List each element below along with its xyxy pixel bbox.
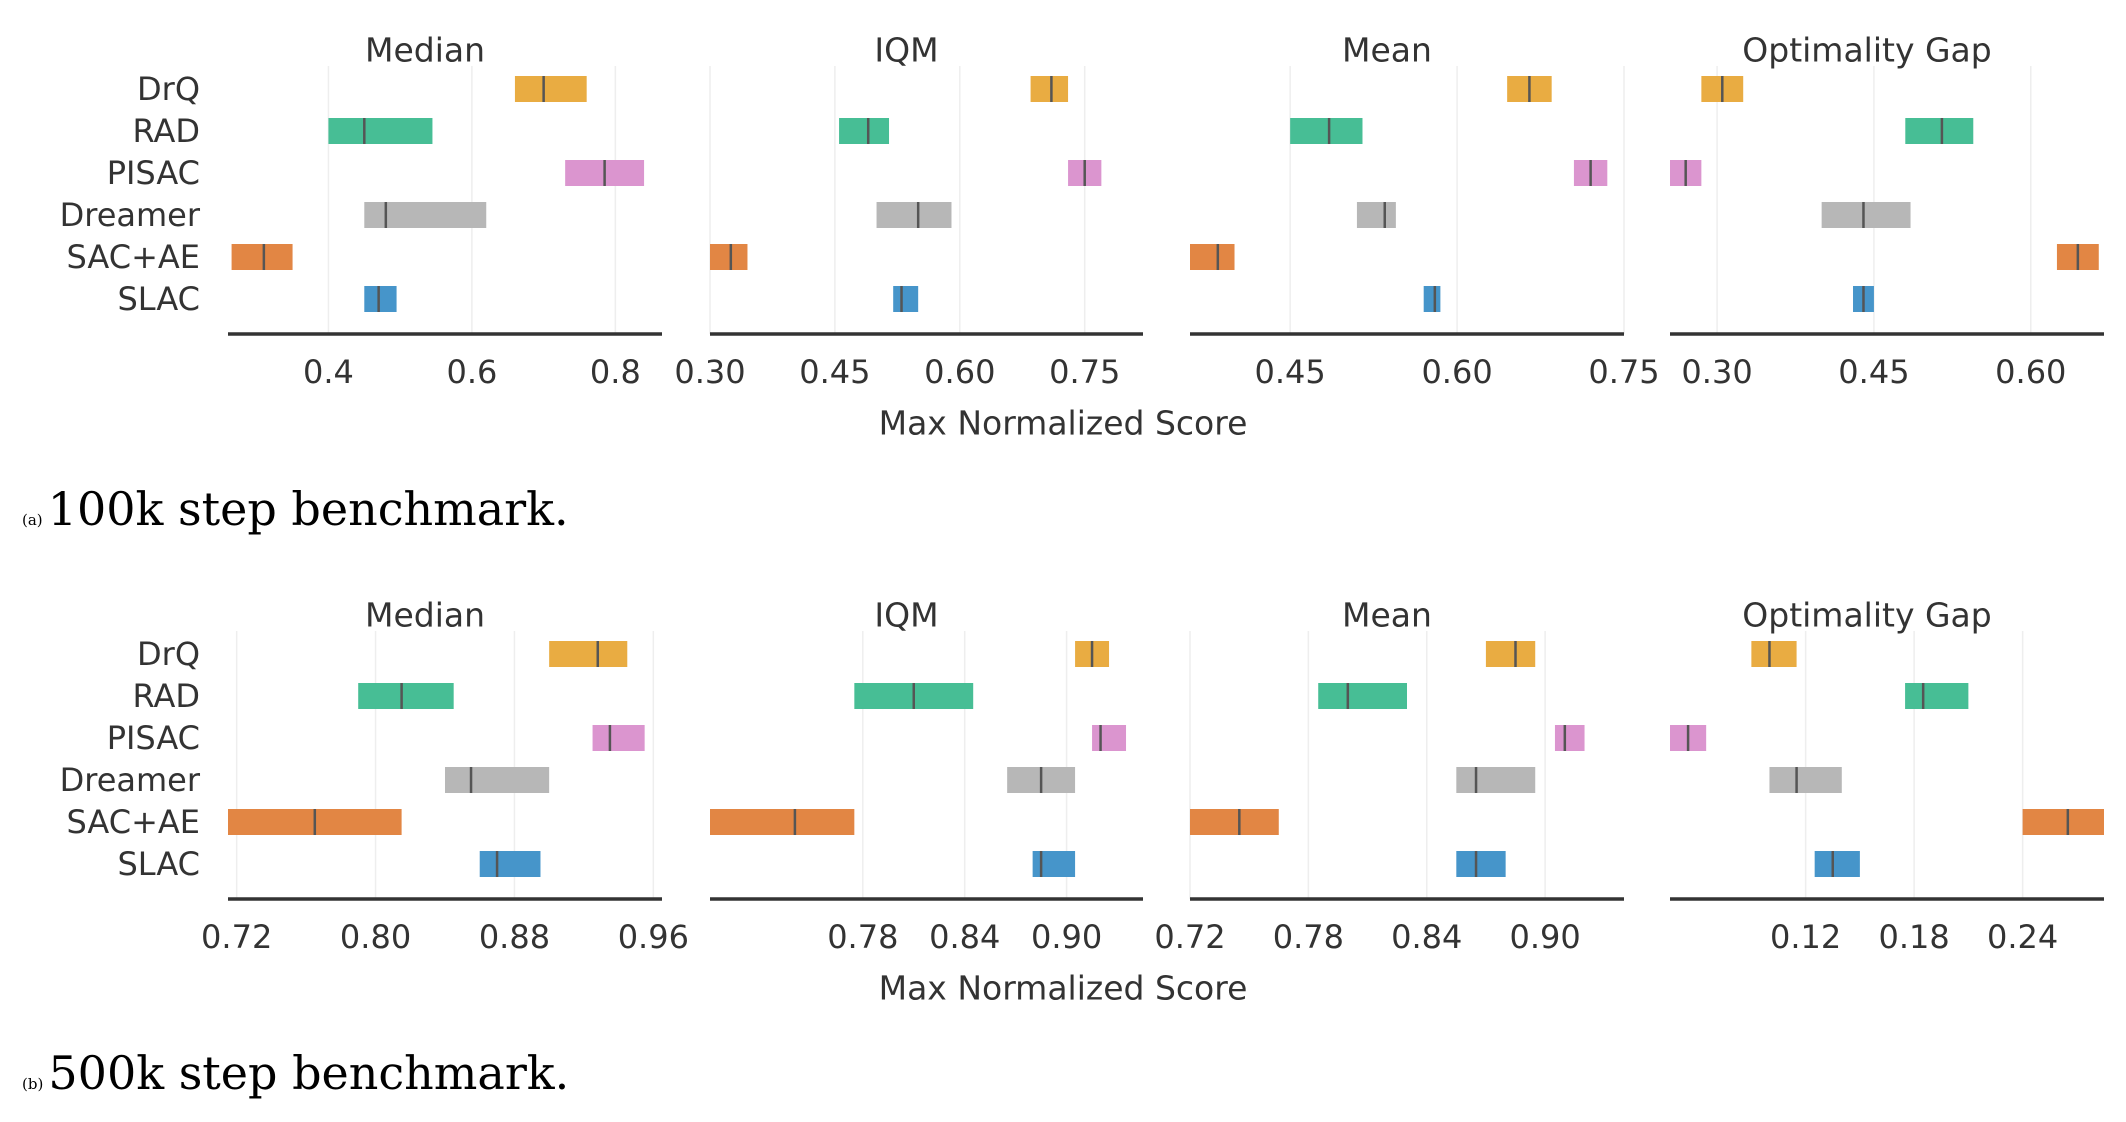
tick-label: 0.80 xyxy=(340,918,411,956)
interval-bar-drq xyxy=(1751,641,1797,667)
tick-label: 0.84 xyxy=(1391,918,1462,956)
tick-label: 0.45 xyxy=(1255,353,1326,391)
algorithm-label: SAC+AE xyxy=(67,803,201,841)
interval-bar-pisac xyxy=(592,725,645,751)
algorithm-label: DrQ xyxy=(137,70,200,108)
interval-bar-rad xyxy=(1318,683,1407,709)
tick-label: 0.78 xyxy=(827,918,898,956)
tick-label: 0.96 xyxy=(618,918,689,956)
interval-bar-slac xyxy=(1423,286,1441,312)
interval-bar-slac xyxy=(479,851,541,877)
algorithm-label: SAC+AE xyxy=(67,238,201,276)
subplot-title: Median xyxy=(365,31,485,70)
interval-bar-rad xyxy=(1905,683,1969,709)
tick-label: 0.60 xyxy=(1995,353,2066,391)
caption-100k: (a) 100k step benchmark. xyxy=(22,482,569,536)
caption-500k-tag: (b) xyxy=(22,1075,44,1093)
tick-label: 0.6 xyxy=(446,353,497,391)
interval-bar-sacae xyxy=(231,244,293,270)
interval-bar-rad xyxy=(328,118,433,144)
interval-bar-drq xyxy=(1485,641,1536,667)
algorithm-label: RAD xyxy=(133,112,200,150)
tick-label: 0.78 xyxy=(1273,918,1344,956)
tick-label: 0.90 xyxy=(1031,918,1102,956)
interval-bar-slac xyxy=(893,286,919,312)
subplot-title: Median xyxy=(365,596,485,635)
tick-label: 0.24 xyxy=(1987,918,2058,956)
caption-500k-text: 500k step benchmark. xyxy=(48,1046,570,1100)
algorithm-label: SLAC xyxy=(117,845,200,883)
caption-100k-text: 100k step benchmark. xyxy=(47,482,569,536)
tick-label: 0.30 xyxy=(674,353,745,391)
interval-bar-sacae xyxy=(1190,809,1279,835)
caption-100k-tag: (a) xyxy=(22,511,43,529)
interval-bar-rad xyxy=(1290,118,1363,144)
tick-label: 0.45 xyxy=(799,353,870,391)
algorithm-label: Dreamer xyxy=(60,761,201,799)
interval-bar-dreamer xyxy=(876,202,952,228)
interval-bar-rad xyxy=(358,683,454,709)
algorithm-label: SLAC xyxy=(117,280,200,318)
x-axis-label-500k: Max Normalized Score xyxy=(879,969,1248,1008)
interval-bar-slac xyxy=(1814,851,1860,877)
interval-bar-sacae xyxy=(1190,244,1235,270)
interval-bar-dreamer xyxy=(1456,767,1536,793)
interval-bar-sacae xyxy=(710,809,855,835)
tick-label: 0.72 xyxy=(201,918,272,956)
subplot-title: Optimality Gap xyxy=(1742,31,1991,70)
tick-label: 0.4 xyxy=(303,353,354,391)
interval-bar-dreamer xyxy=(364,202,487,228)
tick-label: 0.72 xyxy=(1154,918,1225,956)
tick-label: 0.8 xyxy=(590,353,641,391)
subplot-title: IQM xyxy=(874,31,938,70)
interval-bar-slac xyxy=(1032,851,1076,877)
interval-bar-dreamer xyxy=(1356,202,1396,228)
algorithm-label: DrQ xyxy=(137,635,200,673)
subplot-title: IQM xyxy=(874,596,938,635)
interval-bar-drq xyxy=(514,76,587,102)
tick-label: 0.84 xyxy=(929,918,1000,956)
algorithm-label: PISAC xyxy=(107,154,200,192)
interval-bar-pisac xyxy=(1092,725,1127,751)
interval-bar-drq xyxy=(549,641,628,667)
interval-bar-sacae xyxy=(2022,809,2104,835)
subplot-title: Mean xyxy=(1342,596,1432,635)
subplot-title: Mean xyxy=(1342,31,1432,70)
interval-bar-dreamer xyxy=(445,767,550,793)
tick-label: 0.60 xyxy=(1421,353,1492,391)
algorithm-label: Dreamer xyxy=(60,196,201,234)
tick-label: 0.18 xyxy=(1879,918,1950,956)
subplot-title: Optimality Gap xyxy=(1742,596,1991,635)
tick-label: 0.60 xyxy=(924,353,995,391)
tick-label: 0.45 xyxy=(1838,353,1909,391)
interval-bar-rad xyxy=(1905,118,1974,144)
tick-label: 0.30 xyxy=(1681,353,1752,391)
algorithm-label: PISAC xyxy=(107,719,200,757)
tick-label: 0.90 xyxy=(1509,918,1580,956)
interval-bar-rad xyxy=(839,118,890,144)
interval-bar-pisac xyxy=(1554,725,1585,751)
interval-bar-slac xyxy=(1456,851,1506,877)
interval-bar-slac xyxy=(364,286,397,312)
interval-bar-dreamer xyxy=(1769,767,1842,793)
tick-label: 0.75 xyxy=(1049,353,1120,391)
caption-500k: (b) 500k step benchmark. xyxy=(22,1046,569,1100)
tick-label: 0.75 xyxy=(1588,353,1659,391)
interval-bar-drq xyxy=(1030,76,1069,102)
interval-bar-dreamer xyxy=(1821,202,1911,228)
algorithm-label: RAD xyxy=(133,677,200,715)
tick-label: 0.12 xyxy=(1770,918,1841,956)
x-axis-label-100k: Max Normalized Score xyxy=(879,404,1248,443)
interval-bar-sacae xyxy=(710,244,748,270)
tick-label: 0.88 xyxy=(479,918,550,956)
